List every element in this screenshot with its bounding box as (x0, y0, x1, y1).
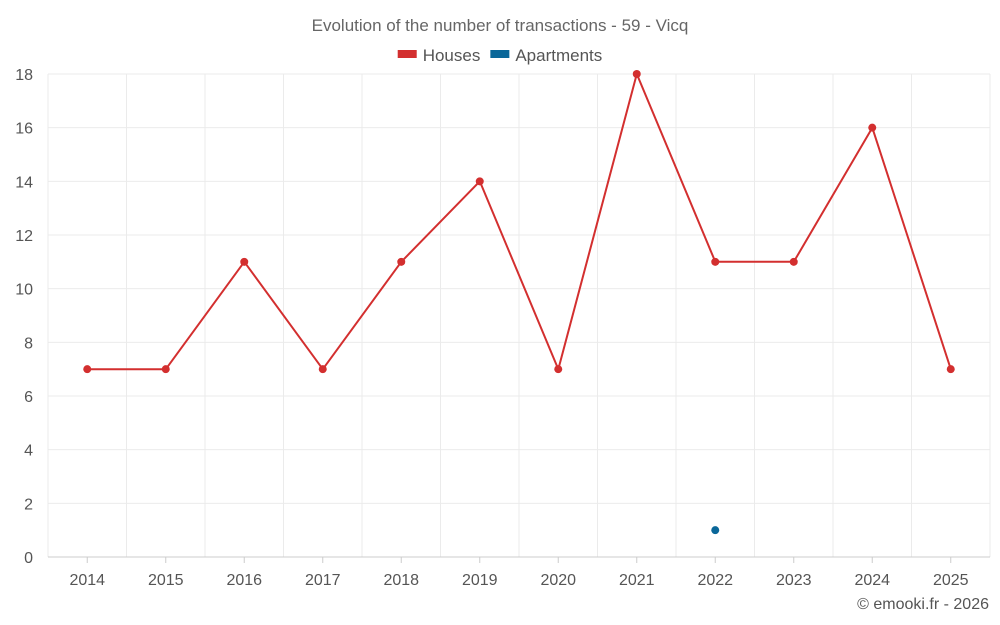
data-point-houses (632, 70, 641, 78)
x-tick-label: 2022 (697, 572, 733, 589)
legend-label-houses: Houses (423, 46, 481, 65)
y-tick-label: 2 (24, 496, 33, 513)
x-tick-label: 2025 (933, 572, 969, 589)
chart-title: Evolution of the number of transactions … (312, 16, 689, 35)
y-tick-label: 12 (15, 228, 33, 245)
x-tick-label: 2018 (383, 572, 419, 589)
y-tick-label: 8 (24, 335, 33, 352)
data-point-houses (397, 257, 406, 266)
credit-text: © emooki.fr - 2026 (857, 596, 989, 613)
data-point-houses (946, 365, 955, 374)
legend-swatch-houses (397, 50, 417, 58)
data-point-houses (161, 365, 170, 374)
data-point-houses (711, 257, 720, 266)
y-axis: 0 2 4 6 8 10 12 14 16 18 (15, 67, 33, 567)
legend-swatch-apartments (490, 50, 510, 58)
x-tick-label: 2016 (226, 572, 262, 589)
legend-item-houses: Houses (397, 46, 481, 65)
data-point-houses (83, 365, 92, 374)
series-houses (83, 70, 955, 374)
legend-label-apartments: Apartments (515, 46, 602, 65)
data-point-apartments (711, 526, 720, 535)
data-point-houses (240, 257, 249, 266)
y-tick-label: 18 (15, 67, 33, 84)
series-line-houses (87, 73, 952, 371)
legend-item-apartments: Apartments (490, 46, 602, 65)
y-tick-label: 0 (24, 550, 33, 567)
y-tick-label: 6 (24, 389, 33, 406)
data-point-houses (475, 177, 484, 186)
data-point-houses (789, 257, 798, 266)
data-point-houses (554, 365, 563, 374)
x-tick-label: 2020 (540, 572, 576, 589)
data-point-houses (318, 365, 327, 374)
y-tick-label: 4 (24, 443, 33, 460)
series (83, 70, 955, 535)
x-tick-label: 2014 (69, 572, 105, 589)
x-axis: 2014 2015 2016 2017 2018 2019 2020 2021 2022 2023… (48, 556, 990, 589)
x-tick-label: 2021 (619, 572, 655, 589)
y-tick-label: 16 (15, 121, 33, 138)
y-tick-label: 14 (15, 174, 33, 191)
x-tick-label: 2023 (776, 572, 812, 589)
x-tick-label: 2015 (148, 572, 184, 589)
x-tick-label: 2017 (305, 572, 341, 589)
series-apartments (711, 526, 720, 535)
x-tick-label: 2019 (462, 572, 498, 589)
x-tick-label: 2024 (854, 572, 890, 589)
legend: Houses Apartments (397, 46, 602, 65)
y-tick-label: 10 (15, 282, 33, 299)
data-point-houses (868, 123, 877, 132)
grid (47, 73, 991, 557)
